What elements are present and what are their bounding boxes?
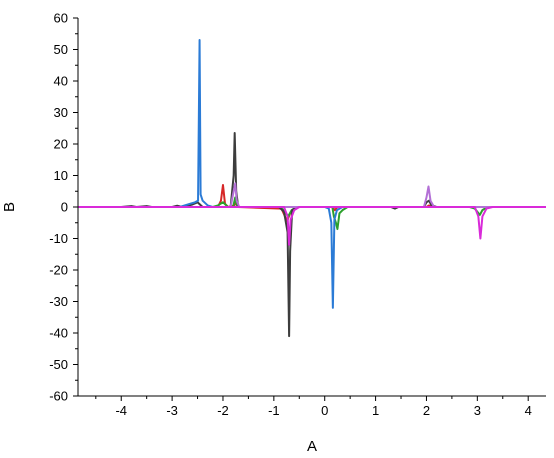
y-tick-label: -40 xyxy=(49,326,68,341)
x-tick-label: -4 xyxy=(115,403,127,418)
series-line-4 xyxy=(78,182,546,208)
y-tick-label: -10 xyxy=(49,231,68,246)
x-tick-label: 3 xyxy=(474,403,481,418)
series-line-2 xyxy=(78,131,546,338)
series-line-5 xyxy=(78,206,546,246)
series-line-3 xyxy=(78,39,546,309)
y-axis-title: B xyxy=(1,202,18,212)
series-line-1 xyxy=(78,196,546,231)
x-tick-label: -3 xyxy=(166,403,178,418)
series-layer xyxy=(78,39,546,338)
y-tick-label: 60 xyxy=(54,11,68,26)
series-line-0 xyxy=(78,183,546,223)
x-tick-label: -1 xyxy=(268,403,280,418)
x-tick-label: 1 xyxy=(372,403,379,418)
y-tick-label: 50 xyxy=(54,42,68,57)
y-tick-label: 0 xyxy=(61,200,68,215)
y-tick-label: -50 xyxy=(49,357,68,372)
y-tick-label: 40 xyxy=(54,74,68,89)
y-tick-label: 10 xyxy=(54,168,68,183)
y-tick-label: 20 xyxy=(54,137,68,152)
y-tick-label: 30 xyxy=(54,105,68,120)
y-ticks: -60 -50 -40 -30 -20 -10 0 10 20 30 40 50 60 xyxy=(49,11,78,404)
y-tick-label: -20 xyxy=(49,263,68,278)
x-tick-label: 4 xyxy=(525,403,532,418)
x-tick-label: 2 xyxy=(423,403,430,418)
y-tick-label: -30 xyxy=(49,294,68,309)
x-tick-label: 0 xyxy=(321,403,328,418)
y-tick-label: -60 xyxy=(49,389,68,404)
x-axis-title: A xyxy=(307,438,317,455)
x-ticks: -4 -3 -2 -1 0 1 2 3 4 xyxy=(95,396,532,418)
x-tick-label: -2 xyxy=(217,403,229,418)
